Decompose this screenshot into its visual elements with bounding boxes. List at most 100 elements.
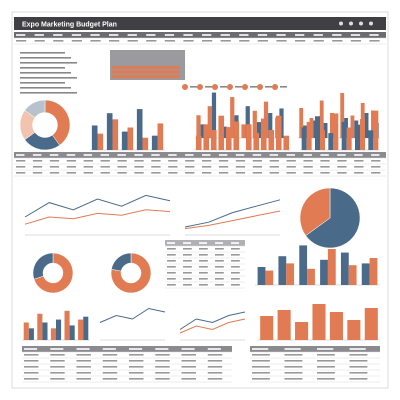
table-cell-text [215, 260, 224, 262]
bar [350, 115, 355, 138]
table-cell-text [183, 260, 192, 262]
table-cell-text [181, 366, 196, 368]
table-cell-text [24, 354, 39, 356]
table-cell-text [349, 378, 368, 380]
bar [127, 127, 134, 150]
table-cell-text [252, 166, 263, 168]
table-cell-text [337, 166, 347, 168]
table-head-text [167, 242, 175, 244]
icon[interactable] [349, 21, 353, 26]
line [179, 318, 246, 334]
table-cell-text [151, 172, 161, 174]
table-cell-text [320, 166, 330, 168]
table-cell-text [167, 272, 176, 274]
table-cell-text [199, 284, 208, 286]
table-cell-text [349, 360, 368, 362]
table-cell-text [76, 372, 91, 374]
status-text [190, 86, 197, 88]
table-cell-text [371, 160, 381, 162]
table-cell-text [313, 40, 324, 42]
table-head-text [350, 34, 361, 36]
table-cell-text [317, 372, 335, 374]
table-head-text [185, 154, 194, 156]
bar [355, 124, 360, 150]
table-cell-text [83, 172, 93, 174]
table-cell-text [199, 272, 208, 274]
table-cell-text [349, 366, 368, 368]
table-cell-text [303, 172, 313, 174]
table-head-text [313, 34, 323, 36]
table-cell-text [252, 372, 270, 374]
bar [233, 121, 240, 150]
table-cell-text [117, 160, 127, 162]
table-head-text [332, 34, 342, 36]
table-cell-text [50, 366, 65, 368]
table-cell-text [66, 160, 77, 162]
table-head-text [16, 154, 25, 156]
bar [299, 108, 304, 138]
table-head-text [354, 154, 363, 156]
table-cell-text [286, 160, 296, 162]
bar [83, 316, 89, 340]
table-cell-text [199, 278, 208, 280]
line [99, 307, 166, 323]
table-head-text [50, 348, 64, 350]
bar [136, 109, 143, 150]
table-cell-text [167, 284, 176, 286]
table-head-text [90, 34, 100, 36]
table-cell-text [239, 40, 250, 42]
table-cell-text [127, 40, 138, 42]
table-head-text [155, 348, 169, 350]
table-head-text [215, 242, 223, 244]
table-header [14, 32, 386, 38]
bar [211, 92, 217, 138]
table-cell-text [371, 172, 381, 174]
table-cell-text [317, 366, 335, 368]
table-head-text [127, 34, 137, 36]
table-cell-text [181, 354, 196, 356]
table-cell-text [181, 378, 196, 380]
bar [151, 135, 158, 150]
table-cell-text [235, 166, 246, 168]
status-dot [197, 84, 203, 90]
table-cell-text [49, 166, 60, 168]
table-cell-text [50, 378, 65, 380]
table-cell-text [231, 284, 240, 286]
bar [142, 137, 149, 150]
bar [157, 123, 164, 150]
bar [97, 133, 104, 150]
table-cell-text [284, 378, 303, 380]
table-cell-text [354, 166, 364, 168]
table-cell-text [155, 372, 170, 374]
table-cell-text [71, 40, 83, 42]
bar [121, 131, 128, 150]
icon[interactable] [359, 21, 363, 26]
table-cell-text [303, 160, 313, 162]
table-cell-text [185, 166, 195, 168]
table-cell-text [183, 284, 192, 286]
bar [50, 328, 56, 340]
title: Expo Marketing Budget Plan [22, 22, 117, 29]
bar [278, 256, 287, 285]
table-cell-text [183, 248, 192, 250]
table-cell-text [286, 172, 296, 174]
bar [260, 118, 267, 150]
bar [56, 319, 62, 340]
table-head-text [134, 154, 143, 156]
icon[interactable] [369, 21, 373, 26]
icon[interactable] [339, 21, 343, 26]
table-head-text [295, 34, 305, 36]
table-cell-text [16, 40, 27, 42]
table-cell-text [207, 378, 223, 380]
table-cell-text [32, 172, 43, 174]
bar [333, 113, 339, 150]
table-cell-text [199, 266, 208, 268]
table-cell-text [49, 160, 60, 162]
list-text [20, 87, 71, 89]
table-cell-text [117, 172, 127, 174]
table-cell-text [24, 366, 39, 368]
bar [257, 267, 266, 285]
table-head-text [284, 348, 301, 350]
table-cell-text [102, 372, 118, 374]
table-head-text [252, 154, 262, 156]
